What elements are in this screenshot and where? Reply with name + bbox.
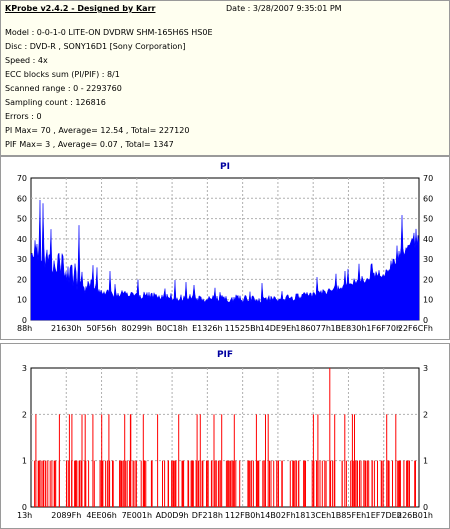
pi-x-tick: E1326h: [192, 324, 222, 333]
pi-y-tick-left: 50: [17, 215, 27, 224]
pif-y-tick-right: 2: [423, 410, 428, 419]
sampling-line: Sampling count : 126816: [5, 98, 106, 107]
pif-x-tick: AD0D9h: [156, 511, 189, 520]
pif-x-tick: 14B02Fh: [260, 511, 296, 520]
pif-x-tick: 112FB0h: [225, 511, 261, 520]
pif-y-tick-right: 3: [423, 364, 428, 373]
pi-y-tick-left: 0: [22, 316, 27, 325]
pif-stats-line: PIF Max= 3 , Average= 0.07 , Total= 1347: [5, 140, 174, 149]
pi-x-tick: 14DE9Eh: [260, 324, 297, 333]
info-panel: KProbe v2.4.2 - Designed by Karr Date : …: [0, 0, 450, 156]
pif-x-tick: 13h: [17, 511, 32, 520]
pi-y-tick-left: 60: [17, 194, 27, 203]
pif-x-tick: 7E001h: [122, 511, 152, 520]
pif-y-tick-left: 2: [22, 410, 27, 419]
pi-x-tick: 88h: [17, 324, 32, 333]
pi-x-tick: 1F6F70h: [366, 324, 401, 333]
pif-y-tick-right: 1: [423, 457, 428, 466]
pi-x-tick: 50F56h: [87, 324, 117, 333]
pif-y-tick-left: 3: [22, 364, 27, 373]
pif-x-tick: 1B85FEh: [331, 511, 366, 520]
pi-stats-line: PI Max= 70 , Average= 12.54 , Total= 227…: [5, 126, 190, 135]
pi-x-tick: B0C18h: [156, 324, 187, 333]
pif-x-tick: 1EF7DEh: [366, 511, 402, 520]
ecc-line: ECC blocks sum (PI/PIF) : 8/1: [5, 70, 120, 79]
pi-y-tick-left: 30: [17, 255, 27, 264]
errors-line: Errors : 0: [5, 112, 42, 121]
pi-y-tick-right: 70: [423, 174, 433, 183]
pif-y-tick-right: 0: [423, 503, 428, 512]
pif-x-tick: 226B01h: [397, 511, 433, 520]
speed-line: Speed : 4x: [5, 56, 48, 65]
pi-y-tick-right: 40: [423, 235, 433, 244]
pi-chart-panel: PI 0 0 10 10 20 20 30 30 40 40 50 50 60 60 70 70 88h 2163…: [0, 156, 450, 340]
pif-x-tick: DF218h: [192, 511, 223, 520]
pi-y-tick-right: 60: [423, 194, 433, 203]
pi-y-tick-right: 30: [423, 255, 433, 264]
pi-y-tick-right: 0: [423, 316, 428, 325]
pif-chart-panel: PIF 0 0 1 1 2 2 3 3 13h 2089Fh 4EE06h 7E001h AD0D9h D…: [0, 343, 450, 529]
pi-chart: PI 0 0 10 10 20 20 30 30 40 40 50 50 60 60 70 70 88h 2163…: [17, 162, 433, 333]
pi-x-tick: 80299h: [122, 324, 153, 333]
pi-x-tick: 21630h: [51, 324, 82, 333]
pi-x-tick: 186077h: [295, 324, 331, 333]
pi-y-tick-left: 10: [17, 296, 27, 305]
pi-chart-title: PI: [220, 162, 230, 172]
pi-y-tick-left: 70: [17, 174, 27, 183]
pif-x-tick: 4EE06h: [86, 511, 116, 520]
pi-y-tick-right: 50: [423, 215, 433, 224]
pif-chart-title: PIF: [217, 350, 233, 360]
range-line: Scanned range : 0 - 2293760: [5, 84, 122, 93]
model-line: Model : 0-0-1-0 LITE-ON DVDRW SHM-165H6S…: [5, 28, 213, 37]
pi-x-tick: 1BE830h: [330, 324, 366, 333]
pi-y-tick-left: 40: [17, 235, 27, 244]
pif-x-tick: 1813CEh: [295, 511, 331, 520]
pi-x-tick: 11525Bh: [225, 324, 261, 333]
pif-y-tick-left: 0: [22, 503, 27, 512]
pi-series-area: [30, 199, 420, 321]
scan-date: Date : 3/28/2007 9:35:01 PM: [226, 4, 342, 13]
pi-y-tick-right: 20: [423, 275, 433, 284]
pif-chart: PIF 0 0 1 1 2 2 3 3 13h 2089Fh 4EE06h 7E001h AD0D9h D…: [17, 350, 433, 520]
pif-x-tick: 2089Fh: [51, 511, 81, 520]
pi-y-tick-right: 10: [423, 296, 433, 305]
disc-line: Disc : DVD-R , SONY16D1 [Sony Corporatio…: [5, 42, 186, 51]
app-title: KProbe v2.4.2 - Designed by Karr: [5, 4, 156, 13]
pi-x-tick: 22F6CFh: [398, 324, 433, 333]
pif-y-tick-left: 1: [22, 457, 27, 466]
pi-y-tick-left: 20: [17, 275, 27, 284]
